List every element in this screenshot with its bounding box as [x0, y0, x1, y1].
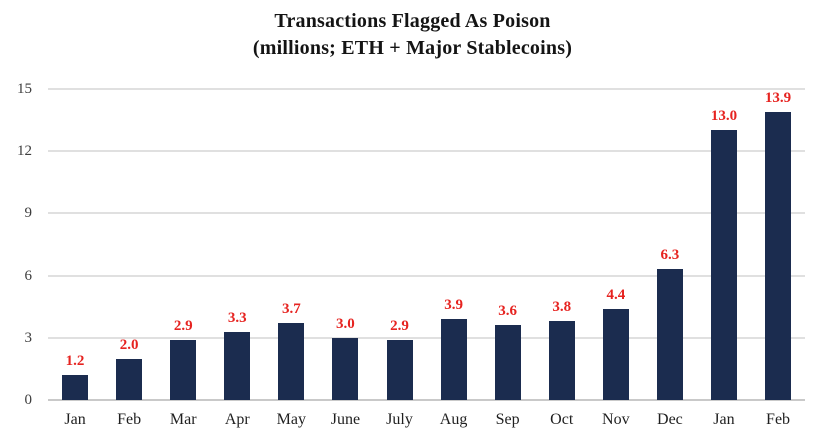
bar-dec-11 [656, 269, 683, 400]
bar-feb-13 [765, 111, 792, 400]
gridline-y-15 [48, 88, 805, 90]
value-label-9: 3.8 [552, 299, 572, 316]
bar-series: 1.2 Jan 2.0 Feb 2.9 Mar 3.3 Apr 3.7 May 3.0 June 2.9… [48, 89, 805, 428]
y-tick-label-3: 3 [24, 329, 33, 346]
x-tick-label-11: Dec [657, 411, 683, 428]
x-axis-line [48, 399, 805, 401]
value-label-10: 4.4 [606, 286, 626, 303]
x-tick-label-12: Jan [713, 411, 735, 428]
y-tick-label-9: 9 [24, 205, 33, 222]
x-tick-label-2: Mar [169, 411, 197, 428]
bar-column-9: 3.8 Oct [535, 89, 589, 428]
gridline-y-12 [48, 150, 805, 153]
y-tick-label-12: 12 [17, 143, 32, 160]
value-label-8: 3.6 [498, 303, 518, 320]
gridline-y-3 [48, 336, 805, 339]
bar-column-7: 3.9 Aug [427, 89, 481, 428]
value-label-13: 13.9 [764, 89, 792, 106]
bar-column-10: 4.4 Nov [589, 89, 643, 428]
bar-jan-12 [710, 130, 737, 400]
x-tick-label-5: June [330, 411, 361, 428]
bar-column-11: 6.3 Dec [643, 89, 697, 428]
x-tick-label-8: Sep [495, 411, 520, 428]
x-tick-label-0: Jan [64, 411, 86, 428]
chart-title: Transactions Flagged As Poison [274, 10, 551, 32]
bar-june-5 [332, 337, 359, 400]
bar-column-13: 13.9 Feb [751, 89, 805, 428]
bar-aug-7 [440, 319, 467, 400]
value-label-11: 6.3 [660, 247, 680, 264]
bar-july-6 [386, 339, 413, 400]
bar-mar-2 [170, 339, 197, 400]
x-tick-label-10: Nov [602, 411, 630, 428]
value-label-12: 13.0 [710, 108, 738, 125]
bar-jan-0 [62, 375, 89, 400]
x-tick-label-3: Apr [224, 411, 250, 428]
bar-column-4: 3.7 May [264, 89, 318, 428]
value-label-4: 3.7 [281, 301, 301, 318]
y-axis: 0 3 6 9 12 15 [0, 81, 33, 408]
value-label-3: 3.3 [227, 309, 247, 326]
bar-column-1: 2.0 Feb [102, 89, 156, 428]
gridline-y-6 [48, 274, 805, 277]
chart-title-block: Transactions Flagged As Poison (millions… [0, 8, 825, 62]
chart-subtitle: (millions; ETH + Major Stablecoins) [252, 37, 573, 59]
bar-feb-1 [116, 358, 143, 400]
bar-apr-3 [224, 331, 251, 400]
bar-column-0: 1.2 Jan [48, 89, 102, 428]
bar-sep-8 [494, 325, 521, 400]
value-label-0: 1.2 [65, 353, 85, 370]
value-label-6: 2.9 [390, 317, 409, 334]
bar-column-3: 3.3 Apr [210, 89, 264, 428]
x-tick-label-7: Aug [439, 411, 468, 428]
bar-oct-9 [548, 321, 575, 400]
x-tick-label-6: July [386, 411, 413, 428]
plot-area: 1.2 Jan 2.0 Feb 2.9 Mar 3.3 Apr 3.7 May 3.0 June 2.9… [48, 88, 805, 428]
x-tick-label-1: Feb [117, 411, 142, 428]
x-tick-label-13: Feb [766, 411, 791, 428]
bar-column-2: 2.9 Mar [156, 89, 210, 428]
y-tick-label-6: 6 [24, 267, 33, 284]
value-label-2: 2.9 [173, 317, 193, 334]
x-tick-label-4: May [276, 411, 307, 428]
y-tick-label-15: 15 [17, 81, 32, 97]
bar-column-5: 3.0 June [318, 89, 372, 428]
gridline-y-9 [48, 212, 805, 215]
bar-column-8: 3.6 Sep [481, 89, 535, 428]
value-label-5: 3.0 [336, 315, 355, 332]
x-tick-label-9: Oct [550, 411, 574, 428]
bar-column-12: 13.0 Jan [697, 89, 751, 428]
bar-nov-10 [602, 308, 629, 400]
y-tick-label-0: 0 [24, 392, 33, 408]
bar-may-4 [278, 323, 305, 400]
value-label-7: 3.9 [444, 297, 463, 314]
value-label-1: 2.0 [119, 336, 139, 353]
bar-column-6: 2.9 July [372, 89, 426, 428]
